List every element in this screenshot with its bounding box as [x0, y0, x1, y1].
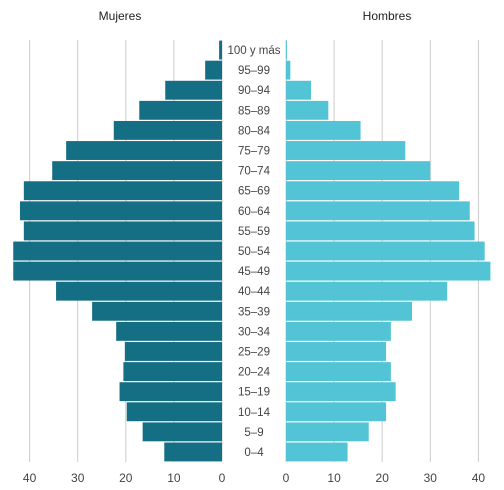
age-label-2: 90–94 [238, 85, 271, 97]
x-tick-left-30: 30 [71, 471, 85, 485]
bar-hombres-17 [286, 382, 396, 402]
bar-hombres-1 [286, 60, 291, 80]
bar-mujeres-10 [13, 241, 222, 261]
x-tick-left-20: 20 [119, 471, 133, 485]
bar-hombres-20 [286, 442, 348, 462]
x-tick-left-10: 10 [167, 471, 181, 485]
panel-title-mujeres: Mujeres [99, 9, 142, 23]
age-label-9: 55–59 [238, 226, 270, 238]
bar-mujeres-7 [23, 181, 222, 201]
age-label-0: 100 y más [227, 45, 280, 57]
bar-hombres-5 [286, 141, 406, 160]
bar-hombres-8 [286, 201, 470, 221]
bar-mujeres-5 [66, 141, 222, 160]
bar-mujeres-16 [123, 362, 222, 382]
bar-hombres-9 [286, 221, 475, 241]
bars-mujeres [13, 40, 223, 462]
ticks-right: 0 10 20 30 40 [283, 471, 486, 485]
x-tick-right-40: 40 [472, 471, 486, 485]
x-tick-right-10: 10 [327, 471, 341, 485]
age-label-11: 45–49 [238, 266, 270, 278]
bar-mujeres-2 [165, 80, 222, 100]
bar-mujeres-6 [52, 161, 222, 181]
ticks-left: 0 10 20 30 40 [23, 471, 226, 485]
bar-hombres-10 [286, 241, 485, 261]
bar-hombres-2 [286, 80, 312, 100]
bar-hombres-6 [286, 161, 431, 181]
bar-hombres-19 [286, 422, 369, 442]
bar-mujeres-3 [139, 100, 222, 120]
bar-mujeres-17 [119, 382, 222, 402]
panel-title-hombres: Hombres [363, 9, 412, 23]
bar-hombres-14 [286, 321, 391, 341]
bar-hombres-13 [286, 301, 413, 321]
bar-mujeres-9 [23, 221, 222, 241]
bar-mujeres-14 [116, 321, 222, 341]
age-label-12: 40–44 [238, 286, 271, 298]
age-label-18: 10–14 [238, 407, 271, 419]
age-label-15: 25–29 [238, 346, 270, 358]
bar-mujeres-15 [124, 342, 222, 361]
age-label-6: 70–74 [238, 166, 271, 178]
bar-hombres-12 [286, 281, 448, 301]
x-tick-right-0: 0 [283, 471, 290, 485]
age-label-14: 30–34 [238, 326, 271, 338]
age-label-3: 85–89 [238, 105, 270, 117]
bar-mujeres-1 [205, 60, 222, 80]
x-tick-right-30: 30 [424, 471, 438, 485]
bar-hombres-11 [286, 261, 491, 281]
age-label-8: 60–64 [238, 206, 271, 218]
age-label-1: 95–99 [238, 65, 270, 77]
bar-hombres-4 [286, 120, 361, 140]
age-label-20: 0–4 [244, 447, 264, 459]
bar-mujeres-8 [19, 201, 223, 221]
bar-hombres-7 [286, 181, 460, 201]
bar-hombres-15 [286, 342, 387, 361]
age-label-16: 20–24 [238, 367, 271, 379]
bar-mujeres-13 [92, 301, 222, 321]
bar-mujeres-18 [126, 402, 222, 422]
x-tick-left-40: 40 [23, 471, 37, 485]
age-label-7: 65–69 [238, 186, 270, 198]
bar-mujeres-12 [56, 281, 223, 301]
x-tick-left-0: 0 [219, 471, 226, 485]
bar-mujeres-11 [13, 261, 222, 281]
age-label-17: 15–19 [238, 387, 270, 399]
age-label-10: 50–54 [238, 246, 271, 258]
age-label-13: 35–39 [238, 306, 270, 318]
bar-mujeres-19 [142, 422, 222, 442]
bar-hombres-18 [286, 402, 387, 422]
age-labels: 100 y más 95–99 90–94 85–89 80–84 75–79 70–74 6… [227, 45, 280, 459]
bars-hombres [286, 40, 491, 462]
bar-mujeres-20 [164, 442, 222, 462]
bar-hombres-0 [286, 40, 287, 60]
age-label-5: 75–79 [238, 146, 270, 158]
bar-hombres-16 [286, 362, 391, 382]
bar-mujeres-4 [113, 120, 222, 140]
bar-mujeres-0 [219, 40, 222, 60]
x-tick-right-20: 20 [376, 471, 390, 485]
age-label-19: 5–9 [244, 427, 263, 439]
bar-hombres-3 [286, 100, 329, 120]
age-label-4: 80–84 [238, 125, 271, 137]
